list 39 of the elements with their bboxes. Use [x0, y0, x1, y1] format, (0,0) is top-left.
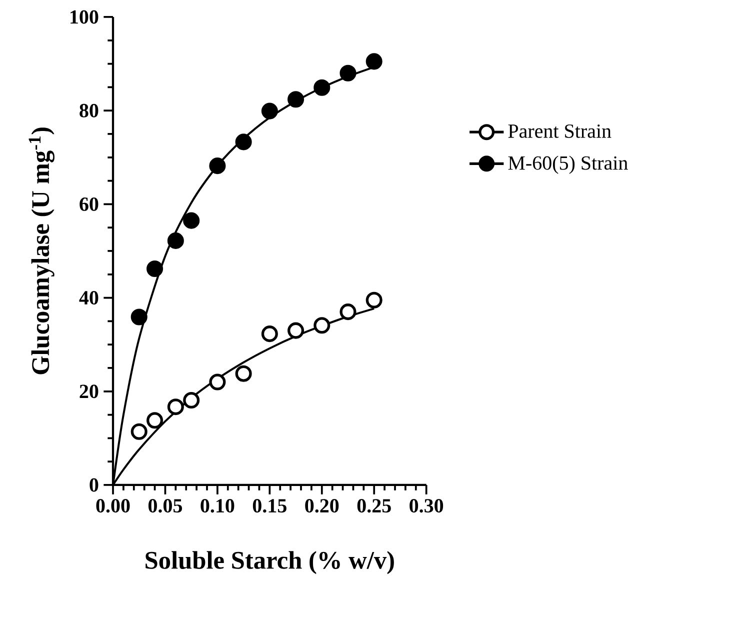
point: [261, 326, 278, 342]
point: [314, 79, 330, 96]
x-axis-title: Soluble Starch (% w/v): [146, 551, 394, 574]
point: [261, 102, 278, 120]
y-tick-label: 0: [90, 478, 98, 492]
point: [288, 322, 304, 339]
point: [183, 212, 200, 229]
y-tick-label: 80: [80, 104, 98, 118]
y-tick-label: 100: [70, 10, 98, 24]
y-tick-label: 60: [80, 197, 98, 211]
point: [209, 374, 226, 390]
point: [183, 392, 200, 409]
point: [366, 292, 382, 308]
point: [314, 317, 330, 334]
x-tick-label: 0.10: [200, 499, 234, 513]
point: [235, 365, 252, 382]
point: [167, 398, 184, 416]
y-tick-label: 20: [80, 384, 98, 398]
point: [167, 232, 184, 249]
point: [130, 423, 148, 440]
point: [288, 91, 304, 108]
point: [340, 304, 356, 320]
x-tick-label: 0.15: [252, 499, 286, 513]
x-tick-label: 0.25: [357, 499, 391, 513]
point: [146, 412, 164, 429]
point: [146, 260, 164, 278]
x-tick-label: 0.30: [410, 499, 444, 513]
point: [130, 308, 148, 326]
y-tick-label: 40: [79, 291, 98, 305]
point: [209, 158, 226, 174]
point: [235, 134, 252, 150]
y-axis-title: Glucoamylase (U mg$^{-1}$): [28, 128, 54, 374]
x-tick-label: 0.20: [305, 499, 339, 513]
x-tick-label: 0.00: [96, 499, 130, 513]
point: [340, 64, 356, 82]
point: [366, 53, 382, 70]
x-tick-label: 0.05: [148, 499, 182, 513]
legend-label: Parent Strain: [508, 124, 612, 138]
legend-label: M-60(5) Strain: [508, 156, 628, 174]
